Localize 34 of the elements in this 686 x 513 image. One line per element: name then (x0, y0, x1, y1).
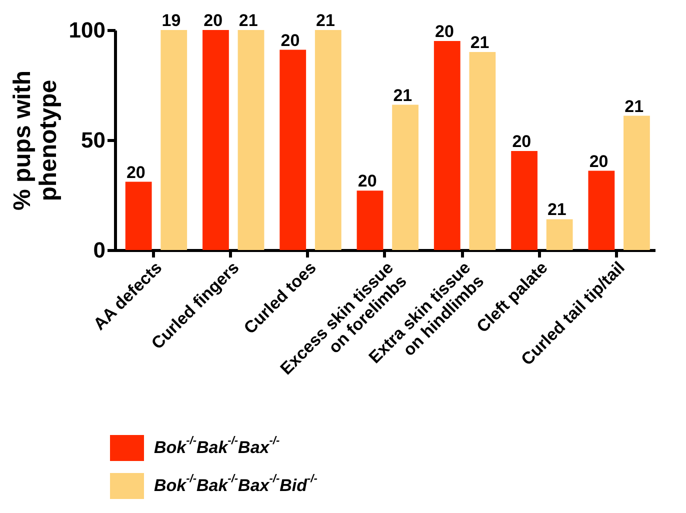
bar (356, 190, 384, 250)
annotation: 21 (470, 33, 490, 52)
annotation: 20 (358, 172, 377, 191)
annotation: 20 (280, 30, 300, 50)
y-tick-label: 0 (93, 238, 106, 262)
annotation: 20 (589, 152, 608, 171)
y-axis-title: % pups with phenotype (8, 70, 62, 210)
bar (624, 116, 650, 250)
legend-label: Bok-/-Bak-/-Bax-/- (154, 435, 280, 457)
y-tick-label: 100 (68, 18, 106, 42)
bar (280, 50, 306, 250)
y-tick-label: 50 (81, 128, 106, 152)
text: 21 (316, 11, 335, 30)
annotation: 21 (624, 96, 644, 116)
annotation: 20 (512, 132, 532, 151)
text: 21 (238, 11, 258, 30)
text: 19 (162, 11, 181, 30)
annotation: 21 (547, 200, 566, 220)
legend-label: Bok-/-Bak-/-Bax-/-Bid-/- (154, 473, 318, 495)
bar (314, 30, 342, 250)
bar (511, 151, 538, 250)
bar (160, 30, 188, 250)
bar (202, 30, 229, 250)
bar (588, 170, 615, 250)
annotation: 20 (435, 22, 454, 41)
bar (125, 182, 152, 250)
text: 20 (204, 11, 223, 30)
bar (546, 219, 573, 250)
bar (469, 52, 496, 250)
annotation: 20 (126, 162, 146, 182)
bar (392, 104, 418, 250)
bar (434, 41, 460, 250)
annotation: 21 (393, 86, 412, 105)
bar (238, 30, 264, 250)
